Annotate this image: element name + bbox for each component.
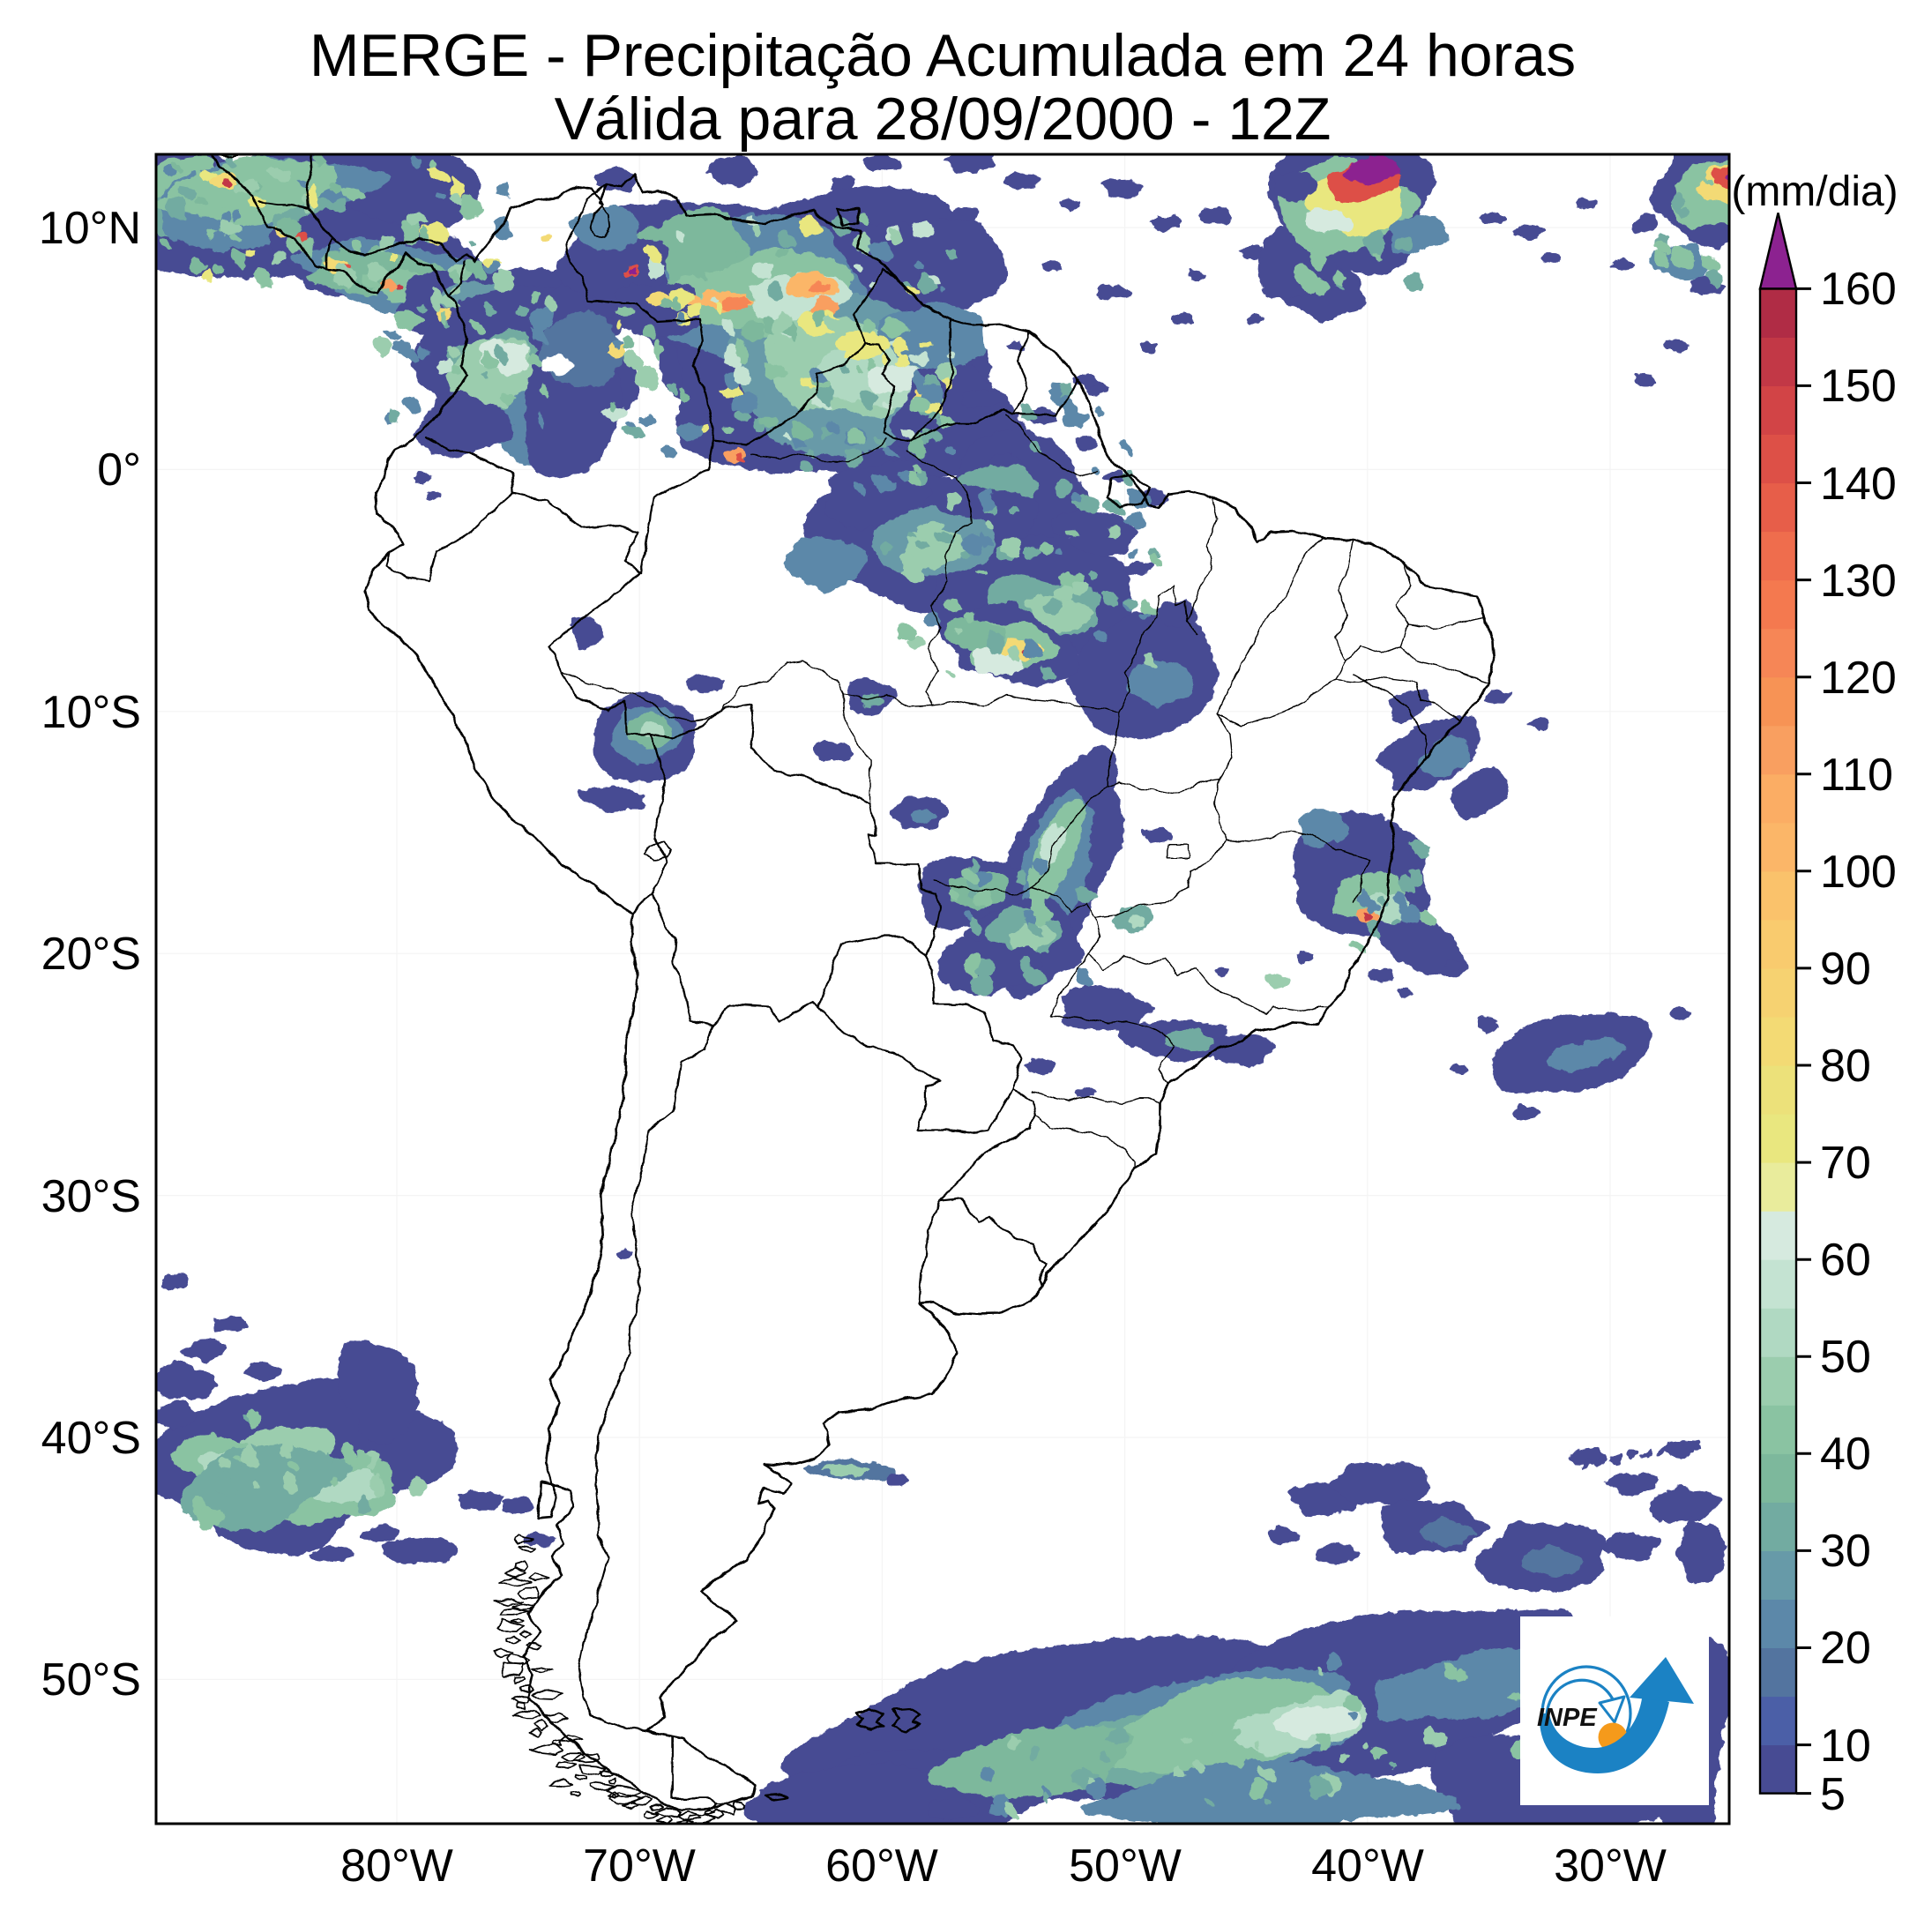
svg-text:150: 150 xyxy=(1820,361,1897,412)
svg-text:30: 30 xyxy=(1820,1526,1871,1577)
svg-text:120: 120 xyxy=(1820,653,1897,704)
svg-text:0°: 0° xyxy=(97,444,141,496)
svg-text:50°W: 50°W xyxy=(1069,1840,1182,1892)
svg-text:20°S: 20°S xyxy=(41,929,141,980)
svg-text:INPE: INPE xyxy=(1537,1704,1598,1732)
svg-text:40: 40 xyxy=(1820,1429,1871,1480)
svg-text:80: 80 xyxy=(1820,1041,1871,1092)
svg-text:60°W: 60°W xyxy=(825,1840,938,1892)
svg-text:160: 160 xyxy=(1820,264,1897,315)
svg-text:40°W: 40°W xyxy=(1311,1840,1424,1892)
svg-text:30°W: 30°W xyxy=(1554,1840,1667,1892)
svg-text:60: 60 xyxy=(1820,1235,1871,1286)
svg-text:80°W: 80°W xyxy=(340,1840,453,1892)
svg-text:5: 5 xyxy=(1820,1769,1846,1820)
svg-text:10°S: 10°S xyxy=(41,687,141,738)
svg-text:MERGE - Precipitação Acumulada: MERGE - Precipitação Acumulada em 24 hor… xyxy=(310,22,1576,89)
svg-text:20: 20 xyxy=(1820,1623,1871,1674)
svg-text:100: 100 xyxy=(1820,847,1897,898)
svg-text:110: 110 xyxy=(1820,750,1893,801)
svg-text:140: 140 xyxy=(1820,459,1897,510)
svg-text:50: 50 xyxy=(1820,1332,1871,1383)
svg-text:70°W: 70°W xyxy=(583,1840,696,1892)
svg-text:90: 90 xyxy=(1820,944,1871,995)
svg-text:130: 130 xyxy=(1820,556,1897,607)
svg-text:70: 70 xyxy=(1820,1138,1871,1189)
svg-text:30°S: 30°S xyxy=(41,1171,141,1222)
svg-text:Válida para 28/09/2000 - 12Z: Válida para 28/09/2000 - 12Z xyxy=(555,86,1332,153)
svg-text:(mm/dia): (mm/dia) xyxy=(1731,168,1898,215)
svg-text:50°S: 50°S xyxy=(41,1654,141,1706)
svg-text:10°N: 10°N xyxy=(39,203,141,254)
svg-text:40°S: 40°S xyxy=(41,1413,141,1464)
svg-text:10: 10 xyxy=(1820,1721,1871,1772)
